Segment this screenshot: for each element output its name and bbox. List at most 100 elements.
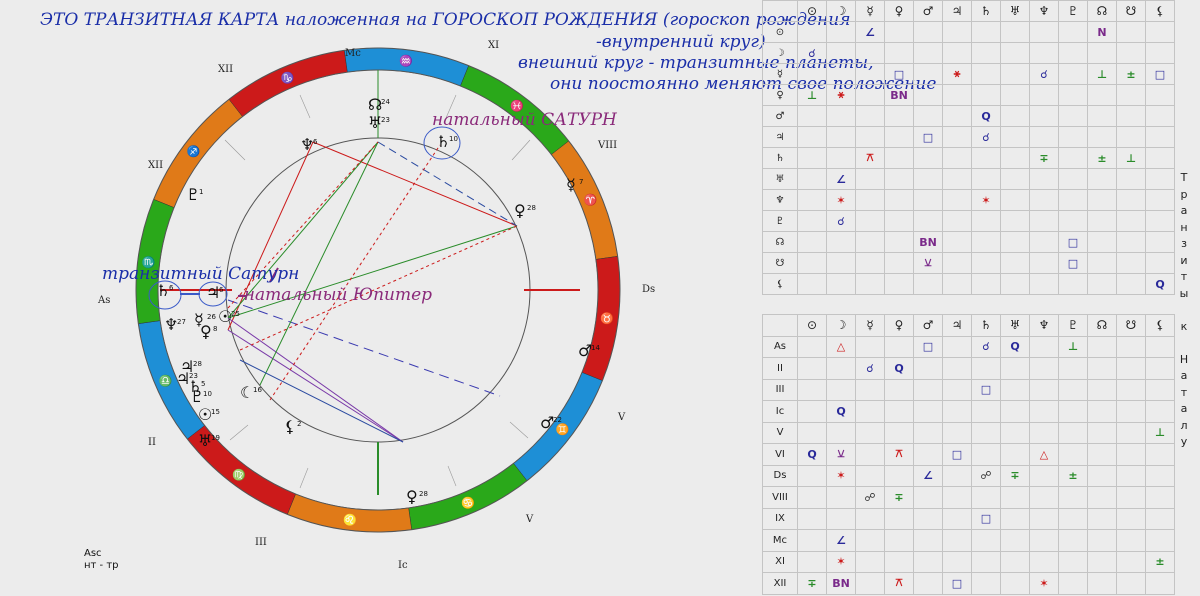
aspect-cell: [855, 572, 885, 595]
aspect-cell: [1087, 42, 1117, 64]
aspect-symbol: ⚻: [895, 447, 903, 461]
aspect-symbol: □: [980, 383, 992, 397]
xi-label: XI: [488, 40, 499, 51]
aspect-symbol: BN: [890, 88, 908, 102]
aspect-cell: ⊥: [1116, 147, 1146, 169]
planet-glyph: ☿: [566, 175, 576, 194]
aspect-cell: ⚺: [826, 443, 856, 466]
aspect-cell: [913, 400, 943, 423]
aspect-symbol: ⚻: [895, 576, 903, 590]
aspect-cell: [884, 231, 914, 253]
aspect-cell: [855, 252, 885, 274]
planet-glyph: ♃: [206, 283, 220, 302]
aspect-symbol: □: [893, 67, 905, 81]
aspect-cell: [1000, 105, 1030, 127]
sidebar-letter: а: [1180, 369, 1188, 382]
sidebar-letter: р: [1180, 187, 1188, 201]
aspect-cell: [1145, 105, 1175, 127]
table-row: ♃ □ ☌: [762, 126, 1175, 148]
aspect-cell: [1145, 147, 1175, 169]
table-row: VIII ☍ ∓: [762, 486, 1175, 509]
planet-degree: 19: [211, 434, 220, 442]
row-header: ☋: [762, 252, 798, 274]
mc-label: Mc: [345, 48, 361, 59]
planet-degree: 6: [169, 284, 174, 292]
aspect-cell: [1145, 400, 1175, 423]
aspect-symbol: ⊥: [1154, 426, 1166, 440]
aspect-cell: [913, 168, 943, 190]
aspect-cell: [1145, 42, 1175, 64]
column-header: ♄: [971, 0, 1001, 22]
aspect-symbol: □: [980, 512, 992, 526]
aspect-cell: [1029, 400, 1059, 423]
aspect-cell: ⊥: [797, 84, 827, 106]
planet-glyphs: ☊24♅23♄10♆6♇1 ☿ 7♀ 28♃6♄6☉25♆27 ☿ 26♀ 8♂14♂22⚸…: [156, 95, 600, 506]
aspect-cell: ⊥: [1058, 335, 1088, 358]
planet-glyph: ☉: [218, 307, 232, 326]
aspect-cell: [1116, 42, 1146, 64]
aspect-cell: [884, 464, 914, 487]
row-header: ♃: [762, 126, 798, 148]
zodiac-sign-glyph: ♑: [281, 71, 295, 84]
aspect-symbol: ∓: [807, 576, 817, 590]
aspect-cell: [884, 126, 914, 148]
aspect-cell: [855, 421, 885, 444]
aspect-cell: [855, 400, 885, 423]
aspect-symbol: □: [922, 340, 934, 354]
aspect-cell: □: [884, 63, 914, 85]
sidebar-letter: Т: [1180, 171, 1188, 184]
aspect-cell: [913, 550, 943, 573]
aspect-cell: □: [1145, 63, 1175, 85]
planet-degree: 28: [419, 490, 428, 498]
xii-left-label: XII: [148, 160, 163, 171]
aspect-cell: [884, 529, 914, 552]
aspect-cell: [826, 21, 856, 43]
aspect-cell: [1000, 273, 1030, 295]
aspect-cell: ∠: [913, 464, 943, 487]
aspect-cell: [797, 63, 827, 85]
aspect-symbol: ⊥: [1125, 151, 1137, 165]
aspect-cell: [1145, 189, 1175, 211]
planet-degree: 25: [231, 310, 240, 318]
sidebar-letter: [1176, 335, 1192, 352]
aspect-cell: [942, 464, 972, 487]
aspect-symbol: ☌: [837, 214, 845, 228]
table-row: IX □: [762, 507, 1175, 530]
aspect-cell: [1116, 126, 1146, 148]
aspect-cell: [1087, 189, 1117, 211]
aspect-cell: [855, 507, 885, 530]
aspect-cell: [1116, 443, 1146, 466]
aspect-cell: [913, 189, 943, 211]
aspect-cell: [1116, 252, 1146, 274]
aspect-cell: [1087, 464, 1117, 487]
aspect-cell: [1116, 507, 1146, 530]
aspect-cell: [942, 105, 972, 127]
aspect-cell: Q: [1145, 273, 1175, 295]
aspect-cell: ✶: [1029, 572, 1059, 595]
aspect-cell: [942, 273, 972, 295]
zodiac-sign-glyph: ♐: [187, 145, 201, 158]
aspect-cell: [1116, 84, 1146, 106]
aspect-cell: [1058, 572, 1088, 595]
aspect-cell: [855, 63, 885, 85]
aspect-cell: [1087, 443, 1117, 466]
aspect-cell: [1029, 273, 1059, 295]
table-row: ♅ ∠: [762, 168, 1175, 190]
zodiac-sign-glyph: ♒: [399, 55, 413, 68]
aspect-cell: [1087, 252, 1117, 274]
planet-glyph: ♀: [406, 487, 418, 506]
horoscope-wheel: ♐ ♑ ♒ ♓ ♈ ♉ ♊ ♋ ♌ ♍ ♎ ♏ Mc: [97, 40, 655, 571]
aspect-cell: ±: [1116, 63, 1146, 85]
aspect-cell: [971, 210, 1001, 232]
aspect-cell: [913, 443, 943, 466]
aspect-cell: [1145, 378, 1175, 401]
planet-degree: 15: [211, 408, 220, 416]
aspect-cell: [971, 42, 1001, 64]
aspect-cell: [971, 550, 1001, 573]
aspect-cell: [1145, 252, 1175, 274]
table-row: ♄ ⚻ ∓ ± ⊥: [762, 147, 1175, 169]
aspect-cell: [797, 231, 827, 253]
row-header: III: [762, 378, 798, 401]
natal-saturn-highlight: [423, 126, 461, 160]
